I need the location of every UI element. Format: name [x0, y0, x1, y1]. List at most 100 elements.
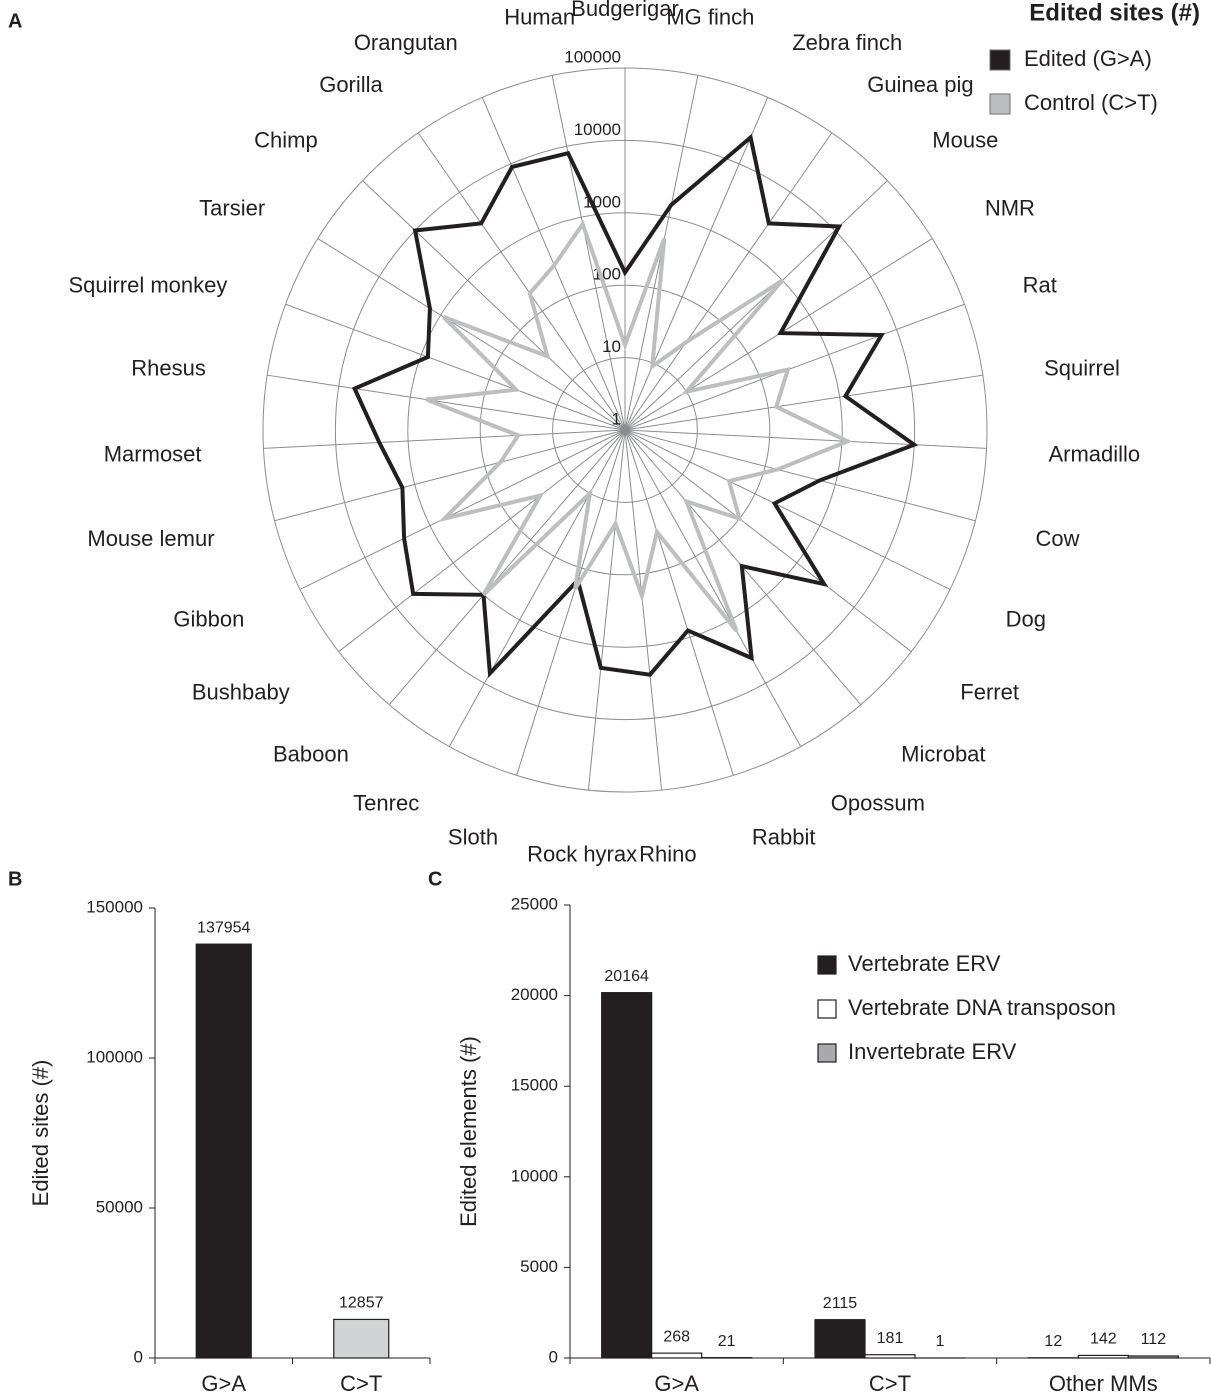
category-label: Opossum — [831, 791, 925, 816]
y-tick-label: 5000 — [520, 1257, 558, 1276]
spoke — [587, 429, 626, 791]
category-label: Orangutan — [354, 30, 458, 55]
panel-label: C — [428, 868, 442, 890]
y-tick-label: 0 — [549, 1347, 558, 1366]
y-tick-label: 150000 — [86, 897, 143, 916]
category-label: Microbat — [901, 742, 985, 767]
bar — [814, 1319, 866, 1359]
category-label: Ferret — [960, 679, 1019, 704]
category-label: MG finch — [666, 4, 754, 29]
legend-swatch — [989, 49, 1011, 71]
category-label: Cow — [1035, 526, 1079, 551]
bar — [333, 1318, 390, 1359]
legend-label: Edited (G>A) — [1024, 46, 1152, 71]
spoke — [516, 429, 626, 776]
category-label: Gibbon — [173, 607, 244, 632]
value-label: 12 — [1044, 1333, 1062, 1350]
y-tick-label: 0 — [134, 1347, 143, 1366]
category-label: Chimp — [254, 128, 318, 153]
series-line — [351, 133, 919, 679]
spoke — [624, 429, 976, 522]
bar — [651, 1352, 703, 1359]
bar — [1077, 1354, 1129, 1359]
value-label: 1 — [936, 1333, 945, 1350]
bar — [864, 1354, 916, 1359]
spoke — [624, 429, 912, 652]
value-label: 137954 — [197, 919, 250, 936]
legend-swatch — [989, 93, 1011, 115]
spoke — [624, 97, 769, 431]
panel-label: B — [8, 868, 22, 890]
legend-swatch — [817, 1043, 837, 1063]
value-label: 268 — [663, 1328, 690, 1345]
value-label: 181 — [877, 1330, 904, 1347]
legend-label: Vertebrate ERV — [848, 951, 1001, 976]
spoke — [624, 429, 734, 776]
spoke — [448, 429, 626, 747]
spoke — [299, 429, 626, 590]
category-label: Budgerigar — [571, 0, 679, 21]
value-label: 12857 — [339, 1295, 384, 1312]
bar — [601, 992, 653, 1359]
category-label: Guinea pig — [867, 72, 973, 97]
legend-swatch — [817, 999, 837, 1019]
category-label: Mouse — [932, 128, 998, 153]
category-label: Rabbit — [752, 824, 816, 849]
y-axis-title: Edited elements (#) — [456, 1036, 481, 1227]
value-label: 21 — [718, 1333, 736, 1350]
tick-label: 100000 — [564, 47, 621, 66]
spoke — [338, 429, 626, 652]
legend-label: Vertebrate DNA transposon — [848, 995, 1116, 1020]
spoke — [624, 303, 965, 431]
spoke — [551, 75, 626, 431]
x-tick-label: Other MMs — [1049, 1371, 1158, 1396]
series-line — [425, 219, 853, 633]
legend-label: Invertebrate ERV — [848, 1039, 1017, 1064]
value-label: 20164 — [604, 968, 649, 985]
spoke — [285, 303, 626, 431]
spoke — [317, 238, 626, 431]
spoke — [624, 429, 802, 747]
value-label: 142 — [1090, 1331, 1117, 1348]
y-tick-label: 20000 — [511, 985, 558, 1004]
legend-label: Control (C>T) — [1024, 90, 1158, 115]
spoke — [624, 132, 833, 431]
category-label: Rock hyrax — [527, 842, 637, 867]
x-tick-label: C>T — [340, 1371, 382, 1396]
y-tick-label: 15000 — [511, 1076, 558, 1095]
tick-label: 10 — [602, 337, 621, 356]
bar — [1127, 1355, 1179, 1359]
spoke — [624, 374, 983, 431]
spoke — [624, 429, 951, 590]
y-axis-title: Edited sites (#) — [28, 1060, 53, 1207]
category-label: Gorilla — [319, 72, 383, 97]
spoke — [263, 429, 626, 449]
category-label: Squirrel monkey — [68, 273, 227, 298]
value-label: 112 — [1141, 1331, 1167, 1348]
value-label: 2115 — [823, 1295, 858, 1312]
category-label: NMR — [985, 196, 1035, 221]
y-tick-label: 100000 — [86, 1047, 143, 1066]
y-tick-label: 25000 — [511, 894, 558, 913]
spoke — [624, 180, 888, 431]
category-label: Human — [504, 4, 575, 29]
x-tick-label: G>A — [654, 1371, 699, 1396]
category-label: Armadillo — [1048, 441, 1140, 466]
spoke — [624, 429, 987, 449]
category-label: Rhino — [639, 842, 696, 867]
legend-title: Edited sites (#) — [1029, 0, 1200, 26]
category-label: Tenrec — [353, 791, 419, 816]
category-label: Sloth — [448, 824, 498, 849]
category-label: Dog — [1006, 607, 1046, 632]
x-tick-label: C>T — [869, 1371, 911, 1396]
spoke — [624, 429, 663, 791]
spoke — [267, 374, 626, 431]
category-label: Baboon — [273, 742, 349, 767]
category-label: Marmoset — [104, 441, 202, 466]
panel-label: A — [8, 10, 22, 32]
spoke — [417, 132, 626, 431]
y-tick-label: 50000 — [96, 1197, 143, 1216]
category-label: Bushbaby — [192, 679, 290, 704]
x-tick-label: G>A — [201, 1371, 246, 1396]
